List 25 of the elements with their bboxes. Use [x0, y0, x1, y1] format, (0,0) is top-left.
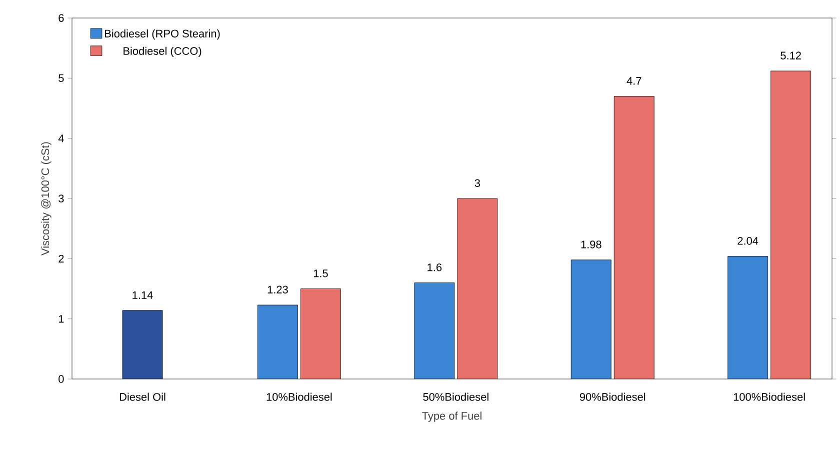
x-tick-label: 90%Biodiesel — [580, 392, 646, 401]
y-tick-label: 2 — [58, 254, 64, 262]
x-axis-title: Type of Fuel — [422, 412, 482, 422]
x-tick-label: 50%Biodiesel — [423, 392, 488, 401]
data-label: 1.14 — [132, 291, 153, 299]
data-label: 5.12 — [780, 52, 801, 60]
x-tick-label: Diesel Oil — [120, 392, 166, 401]
x-tick-label: 10%Biodiesel — [266, 392, 332, 401]
data-label: 1.6 — [428, 263, 442, 272]
data-label: 1.23 — [268, 286, 288, 294]
data-label: 1.98 — [581, 240, 602, 248]
y-tick-label: 1 — [58, 315, 64, 323]
data-label: 4.7 — [626, 77, 642, 85]
y-tick-label: 6 — [58, 14, 64, 22]
y-tick-label: 4 — [58, 134, 64, 142]
data-label: 1.5 — [314, 270, 328, 278]
y-tick-label: 5 — [58, 74, 64, 82]
y-tick-label: 0 — [58, 375, 64, 383]
legend-label: Biodiesel (CCO) — [124, 46, 202, 58]
data-label: 2.04 — [738, 236, 758, 245]
legend-label: Biodiesel (RPO Stearin) — [105, 29, 220, 40]
data-label: 3 — [474, 179, 480, 187]
y-axis-title: Viscosity @100°C (cSt) — [41, 142, 52, 256]
y-tick-label: 3 — [58, 194, 64, 202]
x-tick-label: 100%Biodiesel — [734, 392, 805, 401]
